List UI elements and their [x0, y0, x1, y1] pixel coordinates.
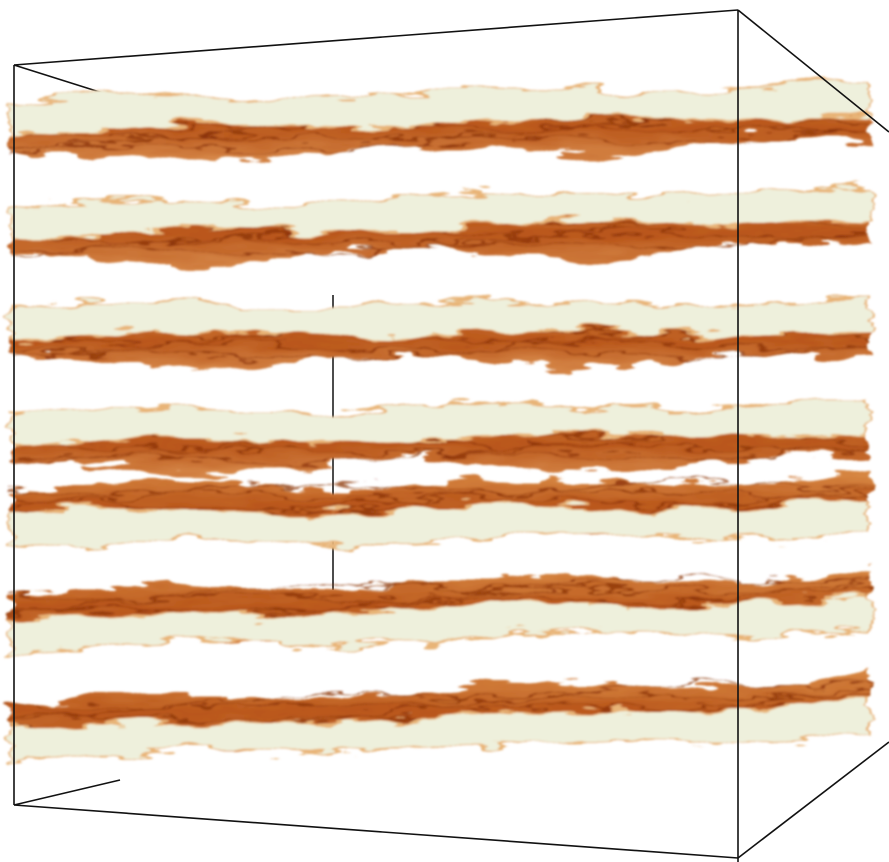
layers: [10, 80, 870, 764]
edge: [14, 805, 738, 858]
layer: [10, 398, 870, 478]
edge: [14, 10, 738, 65]
layer: [10, 298, 870, 371]
edge: [738, 742, 889, 858]
volume-render: [0, 0, 889, 862]
layer: [10, 80, 870, 162]
page: (() => { const ns = 'http://www.w3.org/2…: [0, 0, 889, 862]
layer: [10, 568, 870, 654]
layer: [10, 472, 870, 547]
layer: [10, 185, 870, 270]
layer: [10, 673, 870, 765]
edge: [14, 780, 120, 805]
layer-cream: [10, 398, 870, 446]
